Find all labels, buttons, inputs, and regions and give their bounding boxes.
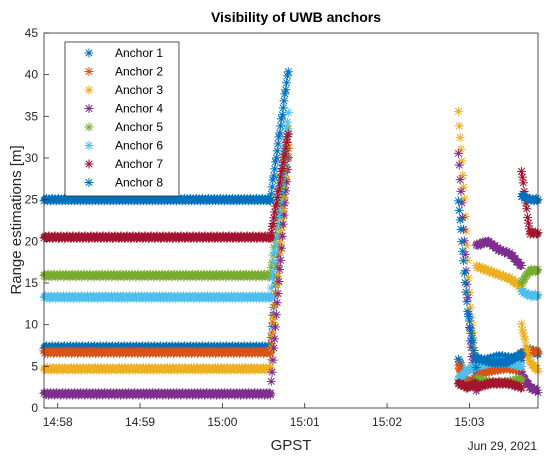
x-tick-label: 15:01 <box>290 415 320 429</box>
y-tick-label: 45 <box>25 26 39 40</box>
date-annotation: Jun 29, 2021 <box>468 439 538 453</box>
y-tick-label: 10 <box>25 318 39 332</box>
y-axis: 0 5 10 15 20 25 30 35 40 45 <box>25 26 49 415</box>
legend-marker <box>84 122 94 132</box>
data-marks <box>39 67 543 400</box>
y-axis-label: Range estimations [m] <box>8 145 25 294</box>
chart-title: Visibility of UWB anchors <box>211 9 381 25</box>
series-4-segment-2 <box>265 153 293 398</box>
series-3-segment-5 <box>517 319 543 376</box>
legend-entry-label: Anchor 1 <box>115 46 163 60</box>
series-3-segment-1 <box>39 363 275 375</box>
y-tick-label: 35 <box>25 109 39 123</box>
series-7 <box>39 129 543 393</box>
y-tick-label: 30 <box>25 151 39 165</box>
series-7-segment-3 <box>453 377 481 393</box>
legend-marker <box>84 48 94 58</box>
x-tick-label: 15:03 <box>454 415 484 429</box>
legend-entry-label: Anchor 3 <box>115 83 163 97</box>
legend-marker <box>84 85 94 95</box>
legend-entry-label: Anchor 4 <box>115 102 163 116</box>
y-tick-label: 40 <box>25 68 39 82</box>
legend-marker <box>84 159 94 169</box>
legend-marker <box>84 104 94 113</box>
series-7-segment-1 <box>39 231 275 243</box>
series-5-segment-5 <box>517 264 543 288</box>
legend-entry-label: Anchor 6 <box>115 139 163 153</box>
series-6-segment-5 <box>517 286 543 302</box>
x-axis: 14:58 14:59 15:00 15:01 15:02 15:03 <box>43 403 485 429</box>
x-tick-label: 14:58 <box>43 415 73 429</box>
x-tick-label: 15:02 <box>372 415 402 429</box>
series-7-segment-4 <box>471 377 527 393</box>
y-tick-label: 25 <box>25 193 39 207</box>
x-axis-label: GPST <box>271 437 312 454</box>
series-8-segment-2 <box>265 67 293 206</box>
series-8-segment-4 <box>471 348 527 368</box>
series-3-segment-4 <box>471 261 527 292</box>
legend: Anchor 1 Anchor 2 Anchor 3 Anchor 4 Anchor 5… <box>64 41 180 197</box>
legend-entry-label: Anchor 2 <box>115 65 163 79</box>
x-tick-label: 14:59 <box>125 415 155 429</box>
legend-entry-label: Anchor 5 <box>115 120 163 134</box>
y-tick-label: 15 <box>25 276 39 290</box>
series-8-segment-5 <box>517 191 543 206</box>
y-tick-label: 20 <box>25 234 39 248</box>
legend-entry-label: Anchor 8 <box>115 176 163 190</box>
y-tick-label: 0 <box>31 401 38 415</box>
axes-frame <box>43 32 539 409</box>
legend-marker <box>84 178 94 187</box>
legend-marker <box>84 67 94 76</box>
legend-marker <box>84 141 94 150</box>
legend-box <box>64 41 180 197</box>
x-tick-label: 15:00 <box>207 415 237 429</box>
series-6-segment-1 <box>39 291 275 303</box>
series-4-segment-4 <box>471 236 527 270</box>
y-tick-label: 5 <box>31 359 38 373</box>
legend-entry-label: Anchor 7 <box>115 157 163 171</box>
series-7-segment-2 <box>265 129 293 243</box>
